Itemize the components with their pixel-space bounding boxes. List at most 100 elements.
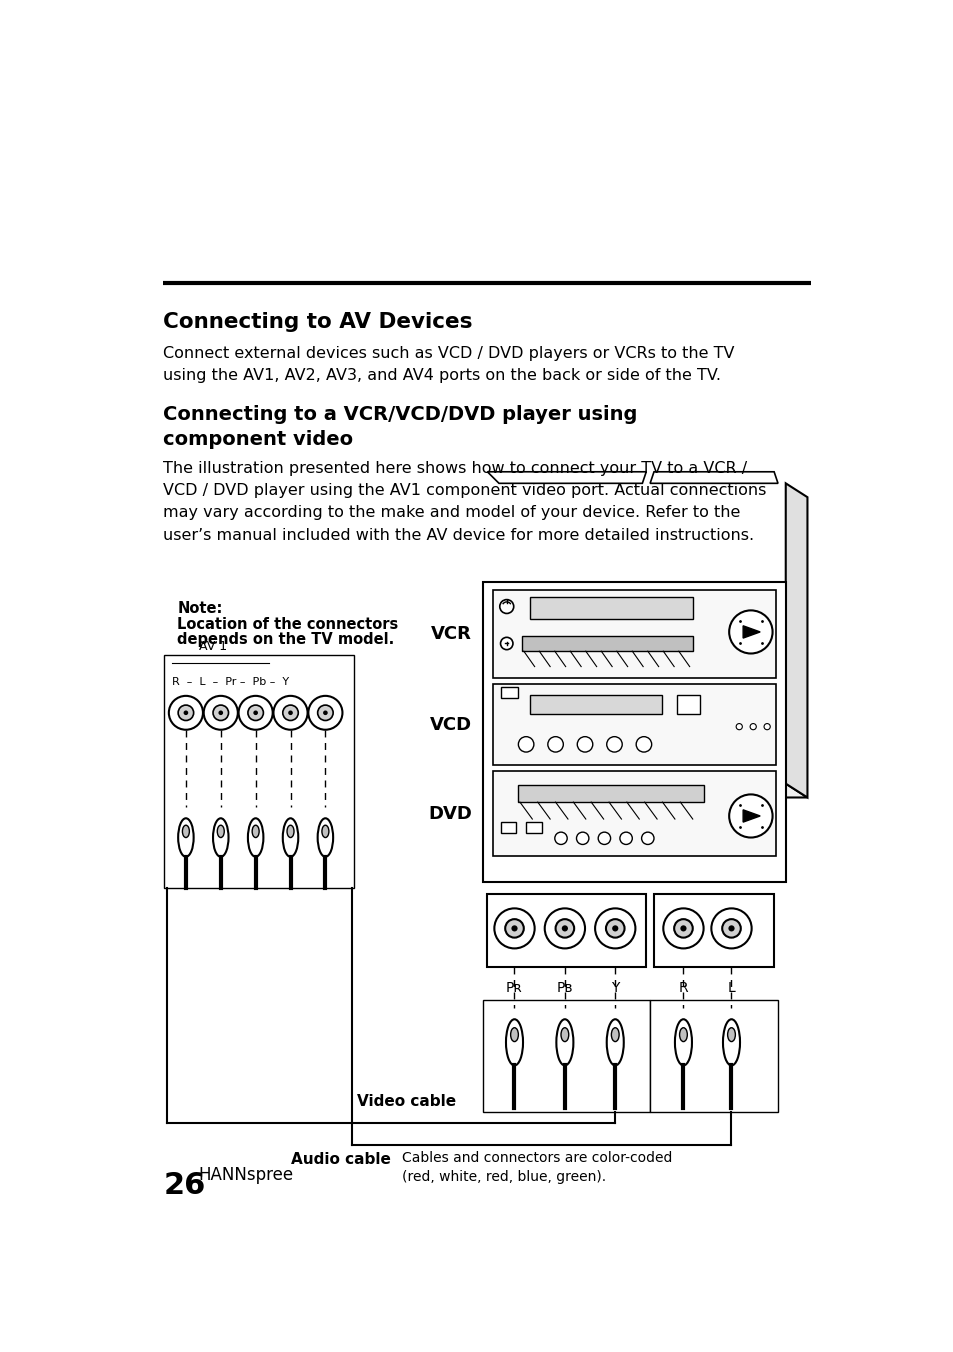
Bar — [493, 684, 776, 765]
Text: R  –  L  –  Pr –  Pb –  Y: R – L – Pr – Pb – Y — [172, 676, 289, 687]
Circle shape — [577, 737, 592, 752]
Circle shape — [494, 909, 534, 948]
Bar — [654, 894, 773, 967]
Bar — [649, 1000, 778, 1111]
Circle shape — [728, 610, 772, 653]
Text: 26: 26 — [163, 1171, 206, 1201]
Bar — [493, 771, 776, 856]
Text: Connecting to a VCR/VCD/DVD player using: Connecting to a VCR/VCD/DVD player using — [163, 404, 638, 423]
Text: VCD: VCD — [429, 715, 472, 734]
Circle shape — [662, 909, 703, 948]
Ellipse shape — [178, 818, 193, 857]
Ellipse shape — [252, 825, 259, 837]
Text: Pʙ: Pʙ — [557, 980, 573, 995]
Text: Audio cable: Audio cable — [291, 1152, 390, 1168]
Bar — [677, 695, 700, 714]
Text: L: L — [727, 980, 735, 995]
Ellipse shape — [213, 818, 229, 857]
Polygon shape — [742, 810, 760, 822]
Circle shape — [204, 696, 237, 730]
Circle shape — [308, 696, 342, 730]
Circle shape — [500, 637, 513, 650]
Ellipse shape — [727, 1028, 735, 1041]
Circle shape — [711, 909, 751, 948]
Circle shape — [555, 919, 574, 938]
Ellipse shape — [606, 1019, 623, 1065]
Circle shape — [499, 599, 513, 614]
Polygon shape — [483, 784, 806, 798]
Bar — [530, 598, 692, 619]
Ellipse shape — [556, 1019, 573, 1065]
Circle shape — [282, 706, 298, 721]
Ellipse shape — [674, 1019, 691, 1065]
Ellipse shape — [321, 825, 329, 837]
Bar — [483, 1000, 649, 1111]
Text: Cables and connectors are color-coded
(red, white, red, blue, green).: Cables and connectors are color-coded (r… — [402, 1151, 672, 1184]
Text: depends on the TV model.: depends on the TV model. — [177, 631, 395, 648]
Ellipse shape — [679, 1028, 686, 1041]
Ellipse shape — [217, 825, 224, 837]
Circle shape — [598, 831, 610, 845]
Bar — [530, 695, 661, 714]
Circle shape — [619, 831, 632, 845]
Circle shape — [178, 706, 193, 721]
Circle shape — [238, 696, 273, 730]
Text: HANNspree: HANNspree — [198, 1165, 294, 1183]
Circle shape — [595, 909, 635, 948]
Circle shape — [517, 737, 534, 752]
Bar — [500, 822, 516, 833]
Circle shape — [576, 831, 588, 845]
Ellipse shape — [287, 825, 294, 837]
Circle shape — [641, 831, 654, 845]
Text: Connect external devices such as VCD / DVD players or VCRs to the TV
using the A: Connect external devices such as VCD / D… — [163, 346, 734, 383]
Circle shape — [636, 737, 651, 752]
Ellipse shape — [560, 1028, 568, 1041]
Ellipse shape — [248, 818, 263, 857]
Bar — [483, 581, 785, 883]
Bar — [521, 635, 692, 652]
Bar — [487, 894, 645, 967]
Polygon shape — [742, 626, 760, 638]
Circle shape — [728, 925, 734, 932]
Text: VCR: VCR — [431, 625, 472, 642]
Text: The illustration presented here shows how to connect your TV to a VCR /
VCD / DV: The illustration presented here shows ho… — [163, 461, 766, 542]
Text: Video cable: Video cable — [356, 1094, 456, 1110]
Polygon shape — [487, 472, 645, 483]
Circle shape — [213, 706, 229, 721]
Circle shape — [736, 723, 741, 730]
Bar — [525, 822, 541, 833]
Ellipse shape — [317, 818, 333, 857]
Text: Note:: Note: — [177, 602, 222, 617]
Text: Pʀ: Pʀ — [506, 980, 522, 995]
Bar — [517, 786, 703, 802]
Circle shape — [679, 925, 686, 932]
Circle shape — [605, 919, 624, 938]
Circle shape — [749, 723, 756, 730]
Circle shape — [169, 696, 203, 730]
Text: AV 1: AV 1 — [199, 641, 227, 653]
Circle shape — [763, 723, 769, 730]
Text: Y: Y — [611, 980, 618, 995]
Text: component video: component video — [163, 430, 354, 449]
Circle shape — [288, 711, 293, 715]
Bar — [493, 589, 776, 679]
Circle shape — [721, 919, 740, 938]
Ellipse shape — [182, 825, 190, 837]
Polygon shape — [785, 483, 806, 798]
Circle shape — [317, 706, 333, 721]
Circle shape — [544, 909, 584, 948]
Circle shape — [248, 706, 263, 721]
Bar — [500, 687, 517, 698]
Circle shape — [728, 795, 772, 837]
Circle shape — [561, 925, 567, 932]
Circle shape — [511, 925, 517, 932]
Text: Connecting to AV Devices: Connecting to AV Devices — [163, 312, 473, 333]
Ellipse shape — [505, 1019, 522, 1065]
Circle shape — [183, 711, 188, 715]
Text: Location of the connectors: Location of the connectors — [177, 617, 398, 631]
Circle shape — [612, 925, 618, 932]
Ellipse shape — [510, 1028, 517, 1041]
Circle shape — [674, 919, 692, 938]
Bar — [164, 654, 354, 887]
Circle shape — [323, 711, 328, 715]
